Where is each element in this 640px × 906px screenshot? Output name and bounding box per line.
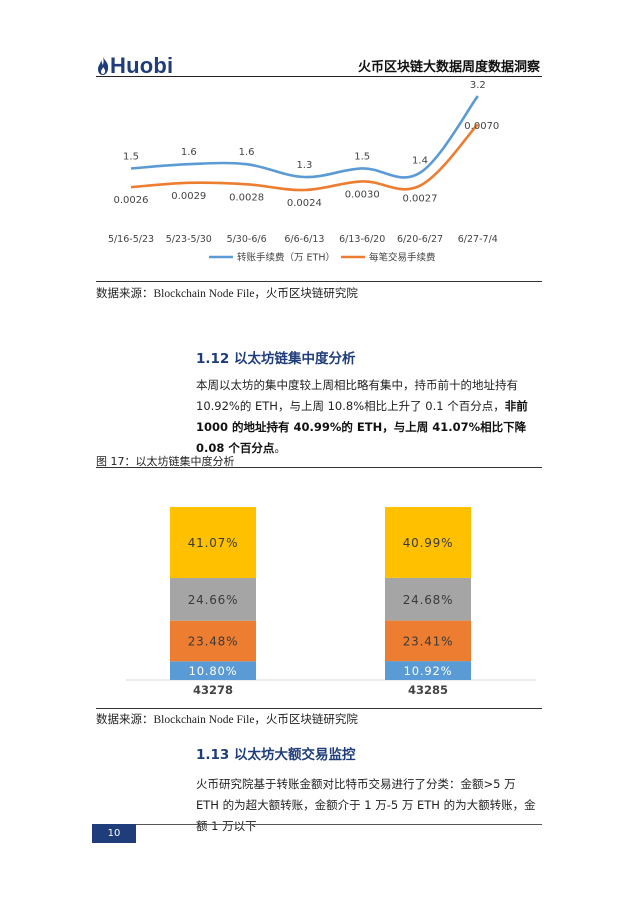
transfer-fee-series-line (130, 95, 479, 179)
stacked-bar-segment (385, 661, 471, 680)
figure-caption: 图 17：以太坊链集中度分析 (96, 455, 235, 468)
per-tx-fee-data-label: 0.0028 (229, 192, 264, 203)
x-axis-tick-label: 43278 (193, 683, 233, 697)
source-note: 数据来源：Blockchain Node File，火币区块链研究院 (96, 288, 358, 300)
figure-top-divider (96, 467, 542, 468)
x-axis-tick-label: 6/13-6/20 (339, 234, 385, 245)
stacked-bar-segment (170, 620, 256, 662)
footer-divider (136, 824, 542, 825)
per-tx-fee-series-line (130, 123, 479, 192)
concentration-stacked-bar-chart: 10.80% 23.48% 24.66% 41.07% 43278 10.92% 23.41… (126, 506, 536, 697)
per-tx-fee-data-label: 0.0024 (287, 198, 322, 209)
per-tx-fee-data-label: 0.0029 (171, 191, 206, 202)
transfer-fee-data-label: 3.2 (470, 80, 486, 91)
figure-bottom-divider (96, 708, 542, 709)
stacked-bar-segment (170, 661, 256, 680)
stacked-bar-segment (385, 507, 471, 578)
per-tx-fee-data-label: 0.0030 (345, 189, 380, 200)
segment-data-label: 41.07% (188, 536, 239, 550)
report-title: 火币区块链大数据周度数据洞察 (357, 60, 540, 75)
logo-text: Huobi (110, 53, 174, 78)
transfer-fee-data-label: 1.5 (123, 151, 139, 162)
segment-data-label: 40.99% (403, 536, 454, 550)
chart-bottom-divider (96, 281, 542, 282)
page-number: 10 (107, 828, 121, 839)
huobi-logo: Huobi (96, 53, 174, 78)
segment-data-label: 10.80% (189, 664, 238, 678)
fee-line-chart: 1.5 1.6 1.6 1.3 1.5 1.4 3.2 0.0026 0.0029 0.0028 0… (108, 80, 499, 264)
segment-data-label: 23.48% (188, 635, 239, 649)
stacked-bar-segment (170, 506, 256, 579)
transfer-fee-data-label: 1.4 (412, 156, 428, 167)
transfer-fee-data-label: 1.6 (181, 147, 197, 158)
paragraph-bold-text: 非前 1000 的地址持有 40.99%的 ETH，与上周 41.07%相比下降… (196, 399, 528, 455)
stacked-bar-segment (385, 620, 471, 662)
x-axis-tick-label: 43285 (408, 683, 448, 697)
per-tx-fee-data-label: 0.0026 (114, 195, 149, 206)
transfer-fee-data-label: 1.5 (354, 151, 370, 162)
per-tx-fee-data-label: 0.0027 (403, 194, 438, 205)
source-note: 数据来源：Blockchain Node File，火币区块链研究院 (96, 714, 358, 726)
flame-icon (98, 57, 109, 75)
x-axis-tick-label: 5/23-5/30 (166, 234, 212, 245)
legend-label: 每笔交易手续费 (369, 252, 436, 264)
x-axis-tick-label: 6/20-6/27 (397, 234, 443, 245)
x-axis-tick-label: 6/27-7/4 (458, 234, 498, 245)
per-tx-fee-data-label: 0.0070 (464, 121, 499, 132)
segment-data-label: 24.68% (403, 593, 454, 607)
x-axis-tick-label: 5/16-5/23 (108, 234, 154, 245)
paragraph-text: 本周以太坊的集中度较上周相比略有集中，持币前十的地址持有 10.92%的 ETH… (196, 378, 518, 413)
segment-data-label: 24.66% (188, 593, 239, 607)
section-heading-1-12: 1.12 以太坊链集中度分析 (196, 351, 356, 367)
stacked-bar-segment (170, 578, 256, 621)
transfer-fee-data-label: 1.6 (239, 147, 255, 158)
segment-data-label: 10.92% (404, 664, 453, 678)
x-axis-tick-label: 5/30-6/6 (227, 234, 267, 245)
x-axis-tick-label: 6/6-6/13 (284, 234, 324, 245)
paragraph-text-end: 。 (274, 441, 286, 455)
section-heading-1-13: 1.13 以太坊大额交易监控 (196, 747, 356, 763)
segment-data-label: 23.41% (403, 634, 454, 648)
section-1-12-paragraph: 本周以太坊的集中度较上周相比略有集中，持币前十的地址持有 10.92%的 ETH… (196, 375, 542, 459)
stacked-bar-segment (385, 577, 471, 621)
header-divider (96, 76, 542, 77)
section-1-13-paragraph: 火币研究院基于转账金额对比特币交易进行了分类：金额>5 万 ETH 的为超大额转… (196, 777, 536, 833)
transfer-fee-data-label: 1.3 (296, 160, 312, 171)
page-number-box (92, 824, 136, 843)
legend-label: 转账手续费（万 ETH） (237, 252, 335, 264)
